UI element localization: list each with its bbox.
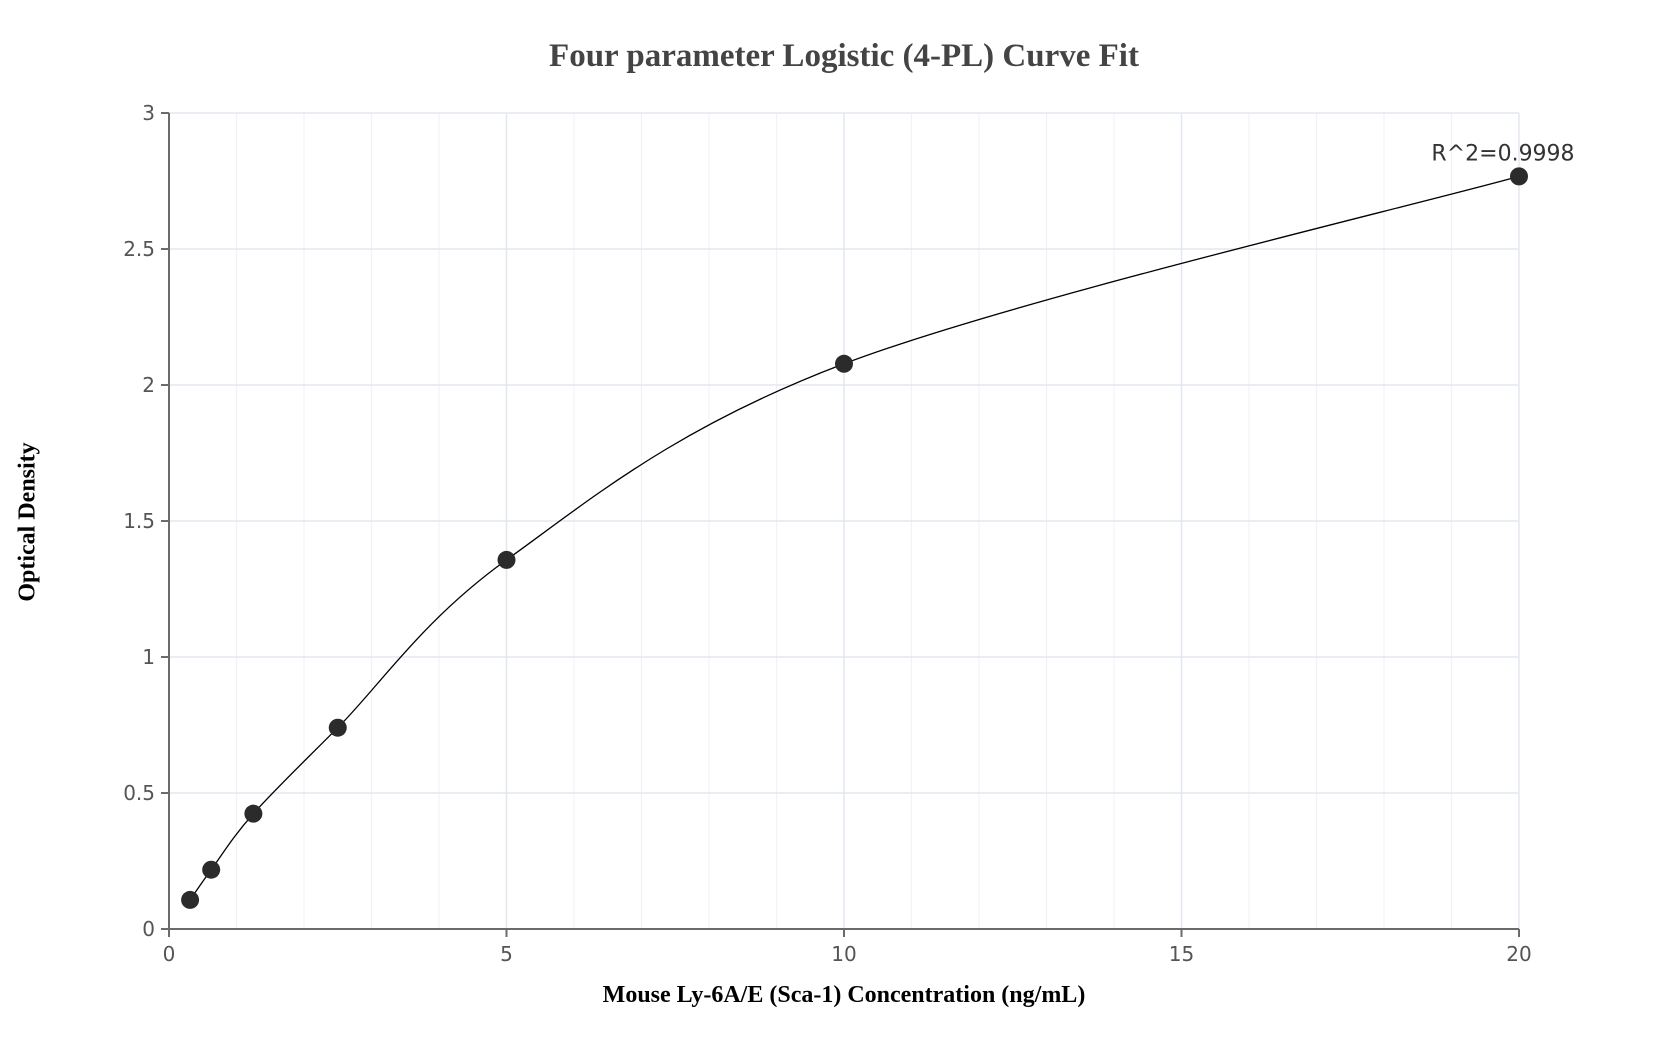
data-point — [328, 718, 347, 737]
data-point — [835, 354, 853, 373]
svg-text:0: 0 — [142, 917, 155, 941]
svg-text:1.5: 1.5 — [123, 509, 155, 533]
svg-text:15: 15 — [1169, 942, 1194, 966]
svg-text:5: 5 — [500, 942, 513, 966]
svg-text:0: 0 — [163, 942, 176, 966]
svg-text:2.5: 2.5 — [123, 237, 155, 261]
axes — [161, 112, 1520, 937]
major-gridlines — [169, 112, 1520, 929]
svg-text:20: 20 — [1506, 942, 1531, 966]
r-squared-annotation: R^2=0.9998 — [1431, 141, 1574, 166]
data-point — [497, 550, 516, 569]
x-axis-label: Mouse Ly-6A/E (Sca-1) Concentration (ng/… — [602, 982, 1086, 1008]
svg-text:0.5: 0.5 — [123, 781, 155, 805]
svg-text:1: 1 — [142, 645, 155, 669]
tick-labels: 0 0.5 1 1.5 2 2.5 3 0 5 10 15 20 — [123, 101, 1532, 966]
svg-text:10: 10 — [831, 942, 856, 966]
data-point — [1510, 167, 1528, 186]
data-point — [181, 890, 200, 909]
svg-text:2: 2 — [142, 373, 155, 397]
chart-title: Four parameter Logistic (4-PL) Curve Fit — [549, 38, 1139, 74]
data-point — [244, 804, 263, 823]
svg-text:3: 3 — [142, 101, 155, 125]
data-point — [202, 860, 221, 879]
data-points — [181, 167, 1528, 909]
fit-curve — [189, 175, 1520, 901]
